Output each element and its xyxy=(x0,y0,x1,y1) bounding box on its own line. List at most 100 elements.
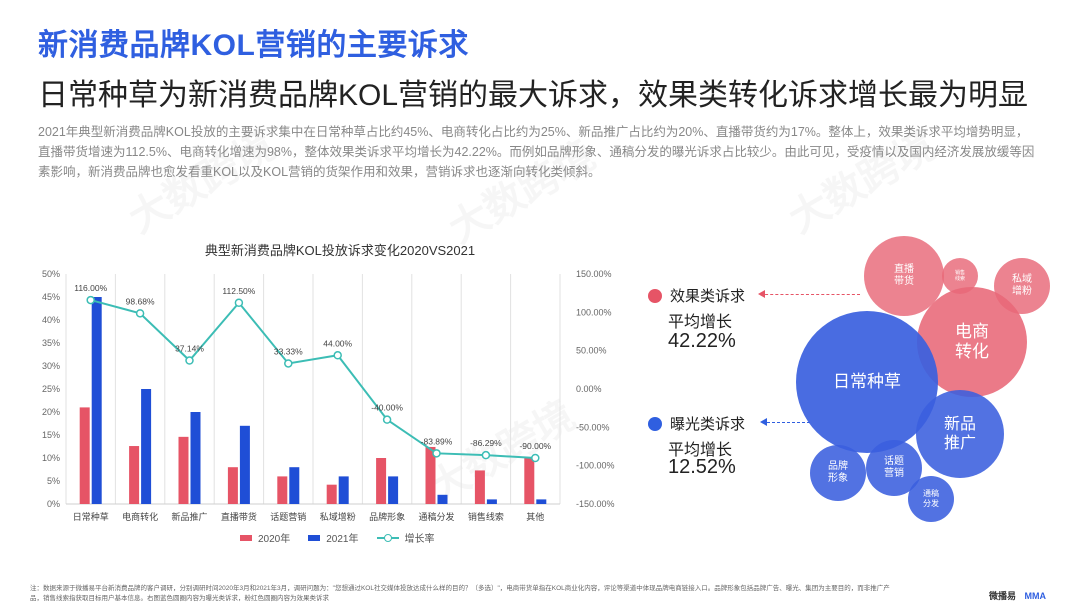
exposure-dot-icon xyxy=(648,416,662,431)
growth-line xyxy=(90,299,536,459)
x-tick-label: 日常种草 xyxy=(73,511,109,522)
growth-point xyxy=(234,298,244,307)
y-left-tick-label: 20% xyxy=(42,407,60,417)
y-right-tick-label: -100.00% xyxy=(576,461,615,471)
bar-2021 xyxy=(338,476,349,504)
growth-data-label: -40.00% xyxy=(371,403,403,413)
exposure-category-label: 曝光类诉求 xyxy=(670,416,746,433)
effect-avg-label: 平均增长 xyxy=(668,314,733,331)
growth-point xyxy=(86,295,95,305)
bar-2021 xyxy=(437,494,448,504)
effect-arrow xyxy=(758,290,860,298)
growth-point xyxy=(432,449,441,458)
y-right-tick-label: 50.00% xyxy=(576,346,607,356)
exposure-avg-label: 平均增长 xyxy=(668,442,733,459)
bar-2020 xyxy=(376,458,387,504)
bar-2021 xyxy=(91,297,102,504)
y-left-tick-label: 45% xyxy=(42,292,60,302)
mma-logo: MMA xyxy=(1024,591,1047,601)
bar-2021 xyxy=(239,425,250,504)
growth-data-label: 44.00% xyxy=(323,338,352,348)
growth-data-label: 37.14% xyxy=(175,344,204,354)
effect-category-label: 效果类诉求 xyxy=(670,288,746,305)
y-left-tick-label: 15% xyxy=(42,430,60,440)
brand-logos: 微播易 MMA xyxy=(989,589,1046,602)
x-tick-label: 私域增粉 xyxy=(320,511,356,522)
bar-2021 xyxy=(388,476,399,504)
growth-point xyxy=(135,309,145,318)
effect-dot-icon xyxy=(648,288,662,303)
growth-point xyxy=(333,351,342,360)
y-right-tick-label: -50.00% xyxy=(576,422,610,432)
chart-title: 典型新消费品牌KOL投放诉求变化2020VS2021 xyxy=(204,243,476,258)
bar-2021 xyxy=(141,389,152,504)
growth-data-label: -90.00% xyxy=(519,441,551,451)
legend-swatch-2020 xyxy=(240,534,252,541)
y-left-tick-label: 5% xyxy=(47,476,60,486)
bar-2020 xyxy=(326,484,337,504)
y-left-tick-label: 40% xyxy=(42,315,60,325)
growth-data-label: 33.33% xyxy=(274,346,303,356)
y-left-tick-label: 50% xyxy=(42,269,60,279)
combo-chart: 0% 5% 10% 15% 20% 25% 30% 35% 40% 45% 50% -150.00% -… xyxy=(42,269,615,522)
bar-2020 xyxy=(277,476,288,504)
legend-label-growth: 增长率 xyxy=(404,534,435,545)
y-left-tick-label: 0% xyxy=(47,499,60,509)
footnote: 注：数据来源于微播易平台新消费品牌的客户调研，分别调研时间2020年3月和202… xyxy=(30,585,890,602)
bubble-xinpin-tuiguang: 新品 推广 xyxy=(916,390,1004,478)
growth-point xyxy=(531,453,540,463)
y-left-tick-label: 30% xyxy=(42,361,60,371)
exposure-avg-value: 12.52% xyxy=(668,456,736,478)
bar-2020 xyxy=(178,436,189,504)
legend-label-2020: 2020年 xyxy=(258,534,291,545)
x-tick-label: 销售线索 xyxy=(468,511,504,522)
bar-2021 xyxy=(190,412,201,504)
growth-data-label: -83.89% xyxy=(421,436,453,446)
x-tick-label: 品牌形象 xyxy=(369,511,405,522)
page-subtitle: 日常种草为新消费品牌KOL营销的最大诉求，效果类转化诉求增长最为明显 xyxy=(38,79,1029,112)
bar-2021 xyxy=(536,499,547,504)
legend-item-2020: 2020年 xyxy=(240,530,290,545)
effect-avg-value: 42.22% xyxy=(668,330,736,352)
bar-2020 xyxy=(129,446,140,504)
x-tick-label: 其他 xyxy=(526,511,544,522)
bubble-tonggao-fenfa: 通稿 分发 xyxy=(908,476,954,522)
summary-paragraph: 2021年典型新消费品牌KOL投放的主要诉求集中在日常种草占比约45%、电商转化… xyxy=(38,125,1035,179)
y-right-tick-label: -150.00% xyxy=(576,499,615,509)
growth-point xyxy=(382,415,392,424)
chart-legend: 2020年 2021年 增长率 xyxy=(240,530,435,545)
effect-category: 效果类诉求 xyxy=(648,285,745,306)
bar-2020 xyxy=(524,458,535,504)
growth-data-label: 98.68% xyxy=(126,296,155,306)
y-left-tick-label: 10% xyxy=(42,453,60,463)
bar-2020 xyxy=(474,470,485,504)
bar-2021 xyxy=(289,467,300,504)
bar-2020 xyxy=(227,467,238,504)
exposure-category: 曝光类诉求 xyxy=(648,413,745,434)
weiboyi-logo: 微播易 xyxy=(988,591,1016,601)
growth-data-label: 112.50% xyxy=(222,286,255,296)
y-left-tick-label: 35% xyxy=(42,338,60,348)
y-left-tick-label: 25% xyxy=(42,384,60,394)
bubble-zhibo-daihuo: 直播 带货 xyxy=(864,236,944,316)
legend-swatch-growth xyxy=(376,533,399,542)
y-right-tick-label: 150.00% xyxy=(576,269,612,279)
page-title: 新消费品牌KOL营销的主要诉求 xyxy=(38,29,469,62)
legend-item-growth: 增长率 xyxy=(376,530,435,545)
bar-2021 xyxy=(486,499,497,504)
legend-item-2021: 2021年 xyxy=(308,530,359,545)
x-tick-label: 新品推广 xyxy=(171,511,207,522)
growth-point xyxy=(481,450,491,460)
exposure-arrow xyxy=(760,418,810,426)
x-tick-label: 通稿分发 xyxy=(418,511,454,522)
bubble-richang-zhongcao: 日常种草 xyxy=(796,311,938,453)
x-tick-label: 直播带货 xyxy=(221,511,257,522)
growth-point xyxy=(185,356,194,365)
bubble-pinpai-xingxiang: 品牌 形象 xyxy=(810,445,866,501)
growth-data-label: -86.29% xyxy=(470,438,502,448)
growth-point xyxy=(284,359,293,368)
bar-2020 xyxy=(425,446,436,504)
y-right-tick-label: 0.00% xyxy=(576,384,602,394)
legend-label-2021: 2021年 xyxy=(326,534,359,545)
x-tick-label: 话题营销 xyxy=(270,511,306,522)
